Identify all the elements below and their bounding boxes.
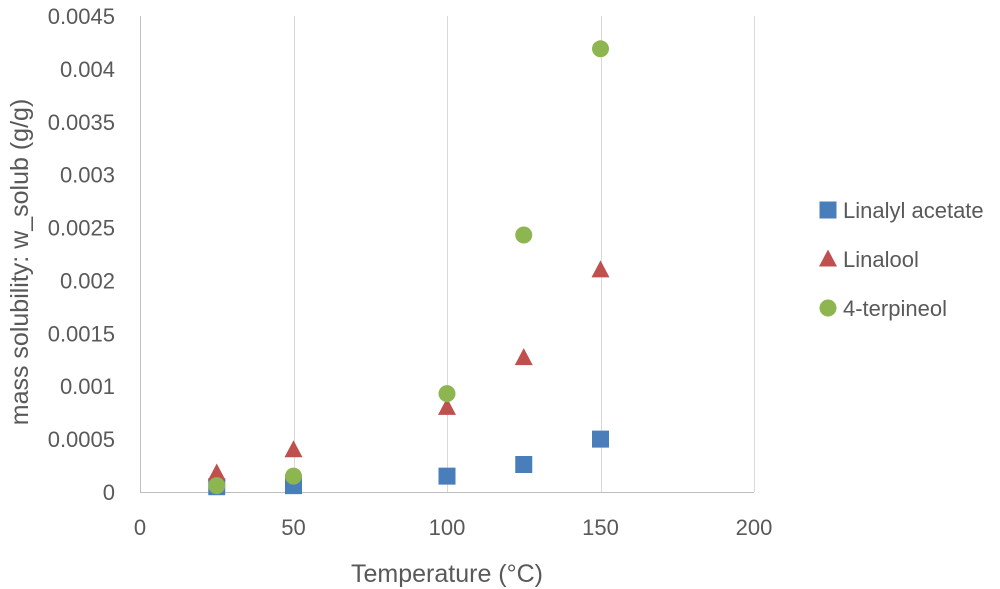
- legend-label-linalool: Linalool: [843, 247, 919, 272]
- y-tick-label: 0.004: [60, 57, 115, 82]
- y-tick-label: 0.0045: [48, 4, 115, 29]
- legend-marker-linalyl-acetate: [819, 201, 837, 219]
- x-axis-title: Temperature (°C): [351, 560, 543, 588]
- point-linalyl-acetate: [592, 430, 609, 448]
- gridlines: [294, 16, 755, 492]
- y-tick-label: 0: [103, 480, 115, 505]
- y-tick-label: 0.0035: [48, 110, 115, 135]
- point-4-terpineol: [515, 226, 533, 244]
- x-tick-label: 150: [582, 515, 619, 540]
- y-tick-label: 0.001: [60, 374, 115, 399]
- x-tick-label: 50: [281, 515, 305, 540]
- legend: Linalyl acetate Linalool 4-terpineol: [819, 198, 984, 321]
- point-linalool: [438, 397, 456, 415]
- legend-label-linalyl-acetate: Linalyl acetate: [843, 198, 984, 223]
- point-linalyl-acetate: [438, 467, 456, 485]
- point-linalool: [207, 463, 226, 481]
- axes: [140, 16, 754, 493]
- y-tick-label: 0.003: [60, 163, 115, 188]
- point-4-terpineol: [592, 40, 609, 58]
- point-4-terpineol: [438, 385, 456, 403]
- legend-marker-4-terpineol: [819, 299, 837, 317]
- x-tick-label: 100: [429, 515, 466, 540]
- point-linalool: [514, 348, 533, 366]
- tick-labels: 0 50 100 150 200 0 0.0005 0.001 0.0015 0.002 0.002…: [48, 4, 773, 540]
- y-tick-label: 0.0025: [48, 216, 115, 241]
- y-tick-label: 0.002: [60, 268, 115, 293]
- y-tick-label: 0.0005: [48, 427, 115, 452]
- x-tick-label: 200: [736, 515, 773, 540]
- point-linalool: [591, 260, 610, 278]
- legend-label-4-terpineol: 4-terpineol: [843, 296, 947, 321]
- legend-marker-linalool: [819, 249, 837, 267]
- data-points: [207, 40, 610, 496]
- point-linalyl-acetate: [515, 455, 533, 473]
- y-tick-label: 0.0015: [48, 321, 115, 346]
- y-axis-title: mass solubility: w_solub (g/g): [6, 99, 34, 426]
- point-4-terpineol: [285, 467, 302, 485]
- point-linalool: [284, 440, 303, 458]
- point-4-terpineol: [208, 477, 226, 495]
- x-tick-label: 0: [134, 515, 146, 540]
